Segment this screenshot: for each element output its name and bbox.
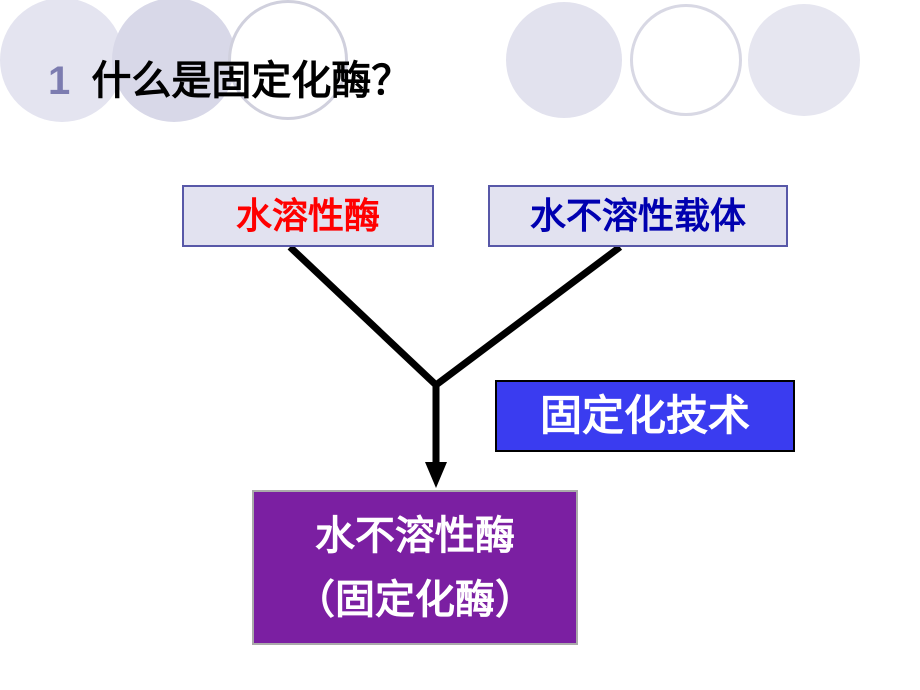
box-water-insoluble-carrier: 水不溶性载体: [488, 185, 788, 247]
box-immobilized-enzyme: 水不溶性酶 （固定化酶）: [252, 490, 578, 645]
slide-container: 1 什么是固定化酶？ 水溶性酶 水不溶性载体 固定化技术 水不溶性酶 （固定化酶…: [0, 0, 920, 690]
decor-circle: [630, 4, 742, 116]
box-water-soluble-enzyme: 水溶性酶: [182, 185, 434, 247]
box-label-multiline: 水不溶性酶 （固定化酶）: [295, 504, 535, 632]
box-label: 水溶性酶: [236, 187, 380, 245]
output-line2: （固定化酶）: [295, 568, 535, 632]
slide-title: 1 什么是固定化酶？: [48, 48, 411, 106]
title-text: 什么是固定化酶？: [91, 59, 411, 103]
box-immobilization-tech: 固定化技术: [495, 380, 795, 452]
output-line1: 水不溶性酶: [295, 504, 535, 568]
box-label: 固定化技术: [540, 382, 750, 449]
decor-circle: [506, 2, 622, 118]
box-label: 水不溶性载体: [530, 187, 746, 245]
decor-circle: [748, 4, 860, 116]
title-number: 1: [48, 59, 70, 103]
